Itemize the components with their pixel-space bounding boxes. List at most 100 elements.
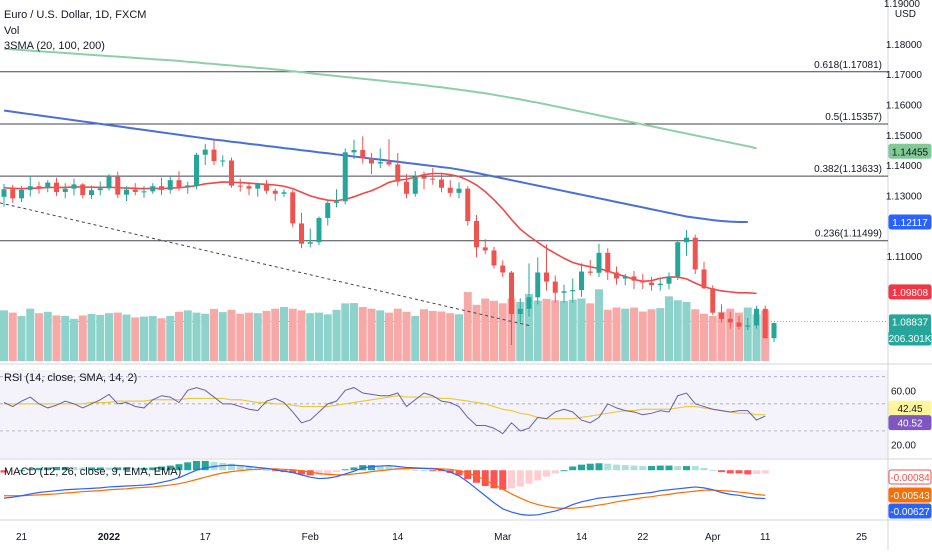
candle-body <box>579 271 584 291</box>
price-tick-label: 1.11000 <box>887 252 923 263</box>
macd-histogram-bar <box>245 466 253 471</box>
sma20-price-badge <box>888 284 932 300</box>
candle-body <box>421 176 427 179</box>
sma200-price-badge-text: 1.14455 <box>892 147 929 158</box>
rsi-ma-badge <box>888 400 932 416</box>
volume-bar <box>280 307 288 361</box>
candle-body <box>369 158 374 164</box>
macd-histogram-bar <box>464 470 472 480</box>
candle-body <box>465 188 471 222</box>
time-tick-label: 21 <box>16 532 28 543</box>
volume-bar <box>35 313 43 361</box>
volume-bar <box>472 304 481 361</box>
last-price-text: 1.08837 <box>892 317 929 328</box>
volume-bar <box>52 315 61 361</box>
candle-body <box>220 160 226 162</box>
volume-bar <box>551 300 560 361</box>
macd-histogram-bar <box>595 463 603 471</box>
sma200-line <box>3 47 757 150</box>
macd-histogram-bar <box>350 467 358 471</box>
macd-histogram-bar <box>298 470 305 475</box>
candle-body <box>710 288 716 313</box>
volume-bar <box>568 299 577 361</box>
fib-label: 0.236(1.11499) <box>815 229 882 240</box>
volume-bar <box>603 309 612 361</box>
candle-body <box>727 318 733 323</box>
candle-body <box>351 149 357 153</box>
trend-line <box>0 202 530 326</box>
volume-bar <box>183 310 192 361</box>
volume-bar <box>621 308 630 361</box>
candle-body <box>377 162 383 164</box>
candle-body <box>106 176 112 189</box>
macd-histogram-bar <box>324 470 332 474</box>
candle-body <box>80 184 86 196</box>
volume-bar <box>122 314 131 361</box>
currency-label: USD <box>895 9 916 20</box>
macd-histogram-bar <box>630 465 638 471</box>
macd-histogram-bar <box>0 470 8 473</box>
volume-bar <box>743 307 752 361</box>
candle-body <box>97 188 103 191</box>
rsi-value-badge-text: 40.52 <box>897 419 922 430</box>
macd-histogram-bar <box>683 466 690 471</box>
macd-histogram-bar <box>79 467 87 471</box>
macd-histogram-bar <box>481 470 489 487</box>
volume-bar <box>227 309 236 361</box>
candle-body <box>666 276 672 284</box>
macd-histogram-bar <box>263 469 270 471</box>
rsi-tick-label: 20.00 <box>891 440 916 451</box>
rsi-ma-line <box>4 395 766 420</box>
macd-histogram-bar <box>403 469 410 471</box>
macd-signal-badge-text: -0.00543 <box>890 491 930 502</box>
volume-bar <box>665 296 673 361</box>
macd-histogram-bar <box>621 465 629 471</box>
macd-histogram-bar <box>201 460 209 471</box>
macd-hist-badge <box>888 469 932 485</box>
candle-body <box>19 189 24 199</box>
candle-body <box>290 192 296 224</box>
time-tick-label: 25 <box>856 532 868 543</box>
macd-histogram-bar <box>560 470 568 472</box>
macd-histogram-bar <box>744 470 752 475</box>
macd-histogram-bar <box>149 467 157 471</box>
macd-histogram-bar <box>499 470 507 490</box>
volume-bar <box>105 313 113 361</box>
volume-badge-text: 206.301K <box>889 334 932 345</box>
macd-signal-line <box>4 467 766 509</box>
volume-bar <box>192 312 201 361</box>
fib-label: 0.382(1.13633) <box>814 164 882 175</box>
candle-body <box>614 272 619 279</box>
candle-body <box>246 186 252 189</box>
candle-body <box>395 164 401 182</box>
volume-bar <box>43 311 52 361</box>
candle-body <box>675 242 681 277</box>
price-tick-label: 1.14000 <box>886 161 923 172</box>
volume-bar <box>245 312 253 361</box>
candle-body <box>404 181 409 194</box>
time-tick-label: 2022 <box>98 532 121 543</box>
volume-bar <box>595 289 603 361</box>
candle-body <box>54 182 59 192</box>
volume-bar <box>533 300 542 361</box>
fib-label: 0.618(1.17081) <box>814 60 882 71</box>
volume-bar <box>647 309 656 361</box>
candle-body <box>456 188 462 193</box>
volume-bar <box>358 307 367 361</box>
candle-body <box>132 189 138 192</box>
volume-bar <box>752 314 761 361</box>
macd-signal-badge <box>888 487 932 503</box>
macd-line <box>3 464 766 516</box>
volume-bar <box>481 298 490 361</box>
candle-body <box>89 190 94 196</box>
macd-value-badge <box>888 503 932 519</box>
macd-histogram-bar <box>175 464 183 471</box>
candle-body <box>491 250 497 266</box>
volume-bar <box>210 308 218 361</box>
volume-bar <box>271 308 280 361</box>
volume-bar <box>717 311 726 361</box>
macd-histogram-bar <box>271 470 279 472</box>
volume-bar <box>26 308 35 361</box>
